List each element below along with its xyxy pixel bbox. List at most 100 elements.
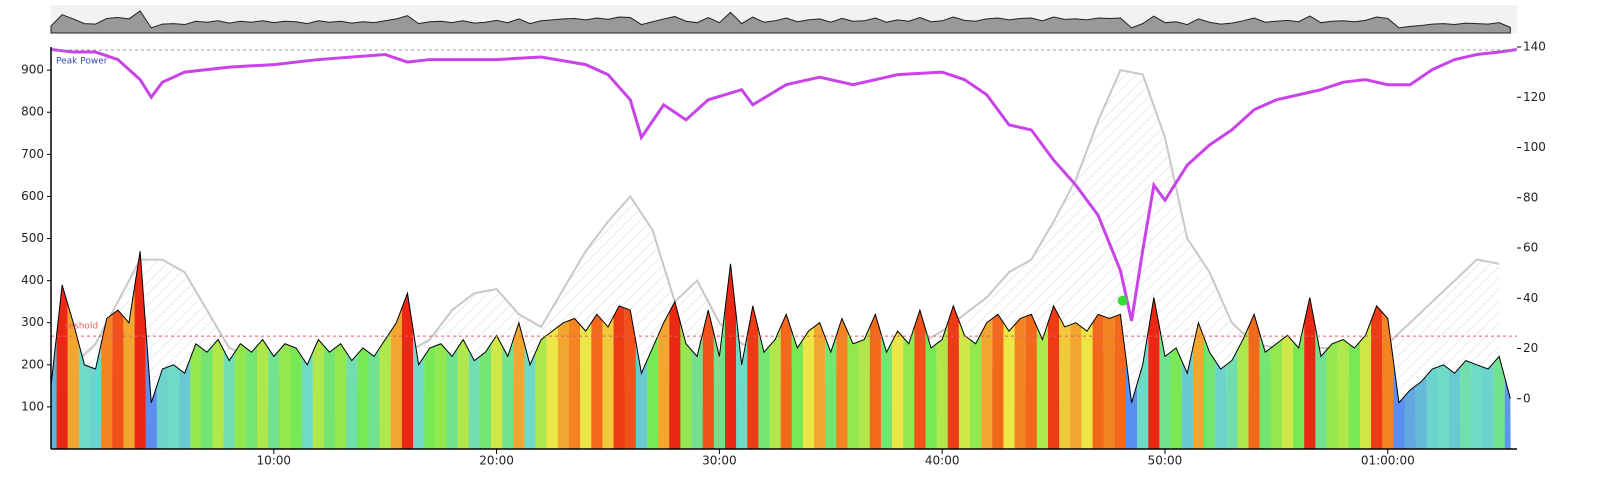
power-segment <box>1003 322 1015 449</box>
power-segment <box>624 307 637 449</box>
power-segment <box>257 339 269 449</box>
power-line <box>51 251 1511 404</box>
power-segment <box>747 305 759 449</box>
power-segment <box>245 345 258 449</box>
power-segment <box>1304 297 1316 449</box>
power-segment <box>491 335 503 449</box>
power-segment <box>368 347 381 449</box>
power-segment <box>1382 312 1394 449</box>
power-segment <box>1237 326 1249 449</box>
plot <box>51 48 1517 449</box>
power-segment <box>569 318 581 449</box>
power-segment <box>101 314 113 449</box>
power-segment <box>1293 322 1305 449</box>
y2-tick-label: 140 <box>1523 40 1546 54</box>
power-segment <box>680 322 692 449</box>
power-segment <box>658 312 670 449</box>
power-segment <box>468 350 481 449</box>
power-segment <box>880 333 893 449</box>
power-segment <box>179 358 191 449</box>
power-segment <box>1493 356 1506 449</box>
power-segment <box>112 310 124 449</box>
power-segment <box>51 335 57 449</box>
power-segment <box>1070 322 1082 449</box>
power-segment <box>212 339 225 449</box>
overview <box>50 10 1511 34</box>
power-segment <box>1426 366 1439 449</box>
power-segment <box>1482 362 1495 449</box>
power-segment <box>312 339 325 449</box>
power-segment <box>1226 350 1238 449</box>
power-segment <box>346 352 358 449</box>
power-segment <box>234 343 247 449</box>
power-segment <box>335 343 347 449</box>
power-segment <box>557 320 570 449</box>
power-segment <box>970 333 982 449</box>
power-segment <box>513 322 525 449</box>
power-segment <box>1471 362 1483 449</box>
power-segment <box>1103 316 1116 449</box>
y-tick-label: 600 <box>21 189 44 203</box>
y2-tick-label: 20 <box>1523 341 1538 355</box>
threshold-label: reshold <box>65 322 98 332</box>
y2-tick-label: 120 <box>1523 90 1546 104</box>
power-segment <box>691 333 704 449</box>
power-segment <box>1203 337 1216 449</box>
power-segment <box>903 326 915 449</box>
power-segment <box>1437 364 1450 449</box>
power-segment <box>279 343 291 449</box>
power-segment <box>479 343 492 449</box>
power-segment <box>89 343 102 449</box>
power-segment <box>413 329 425 449</box>
power-segment <box>724 263 737 449</box>
power-segment <box>1192 322 1205 449</box>
y-tick-label: 900 <box>21 63 44 77</box>
power-segment <box>769 326 782 449</box>
power-segment <box>290 345 303 449</box>
power-segment <box>646 335 659 449</box>
power-segment <box>1036 322 1049 449</box>
y-tick-label: 800 <box>21 105 44 119</box>
power-segment <box>992 314 1004 449</box>
power-segment <box>1449 366 1461 449</box>
power-segment <box>613 305 626 449</box>
power-segment <box>201 345 213 449</box>
legend-label: Peak Power <box>56 57 108 67</box>
y2-tick-label: 60 <box>1523 241 1538 255</box>
power-segment <box>1326 341 1339 449</box>
power-segment <box>869 314 882 449</box>
power-segment <box>1048 305 1060 449</box>
power-segment <box>78 343 91 449</box>
peak-power-line <box>51 48 1517 322</box>
x-tick-label: 10:00 <box>256 454 291 468</box>
power-segment <box>702 310 715 449</box>
y2-tick-label: 40 <box>1523 291 1538 305</box>
power-segment <box>1281 335 1294 449</box>
power-segment <box>1415 375 1428 449</box>
power-segment <box>1181 347 1194 449</box>
power-segment <box>1148 297 1160 449</box>
power-segment <box>145 326 158 449</box>
x-tick-label: 20:00 <box>479 454 514 468</box>
power-segment <box>1259 333 1272 449</box>
y-tick-label: 400 <box>21 273 44 287</box>
power-segment <box>123 286 135 449</box>
power-segment <box>1137 331 1149 449</box>
power-segment <box>457 339 470 449</box>
power-segment <box>301 352 314 449</box>
power-segment <box>958 320 971 449</box>
power-segment <box>1159 326 1171 449</box>
power-segment <box>134 251 147 449</box>
y-tick-label: 100 <box>21 399 44 413</box>
power-segment <box>847 331 860 449</box>
power-segment <box>1215 360 1227 449</box>
power-segment <box>947 305 960 449</box>
x-tick-label: 40:00 <box>925 454 960 468</box>
power-segment <box>424 345 436 449</box>
power-segment <box>591 314 603 449</box>
power-segment <box>791 331 804 449</box>
power-segment <box>1248 314 1261 449</box>
power-segment <box>357 347 369 449</box>
power-segment <box>802 326 815 449</box>
power-segment <box>223 350 236 449</box>
